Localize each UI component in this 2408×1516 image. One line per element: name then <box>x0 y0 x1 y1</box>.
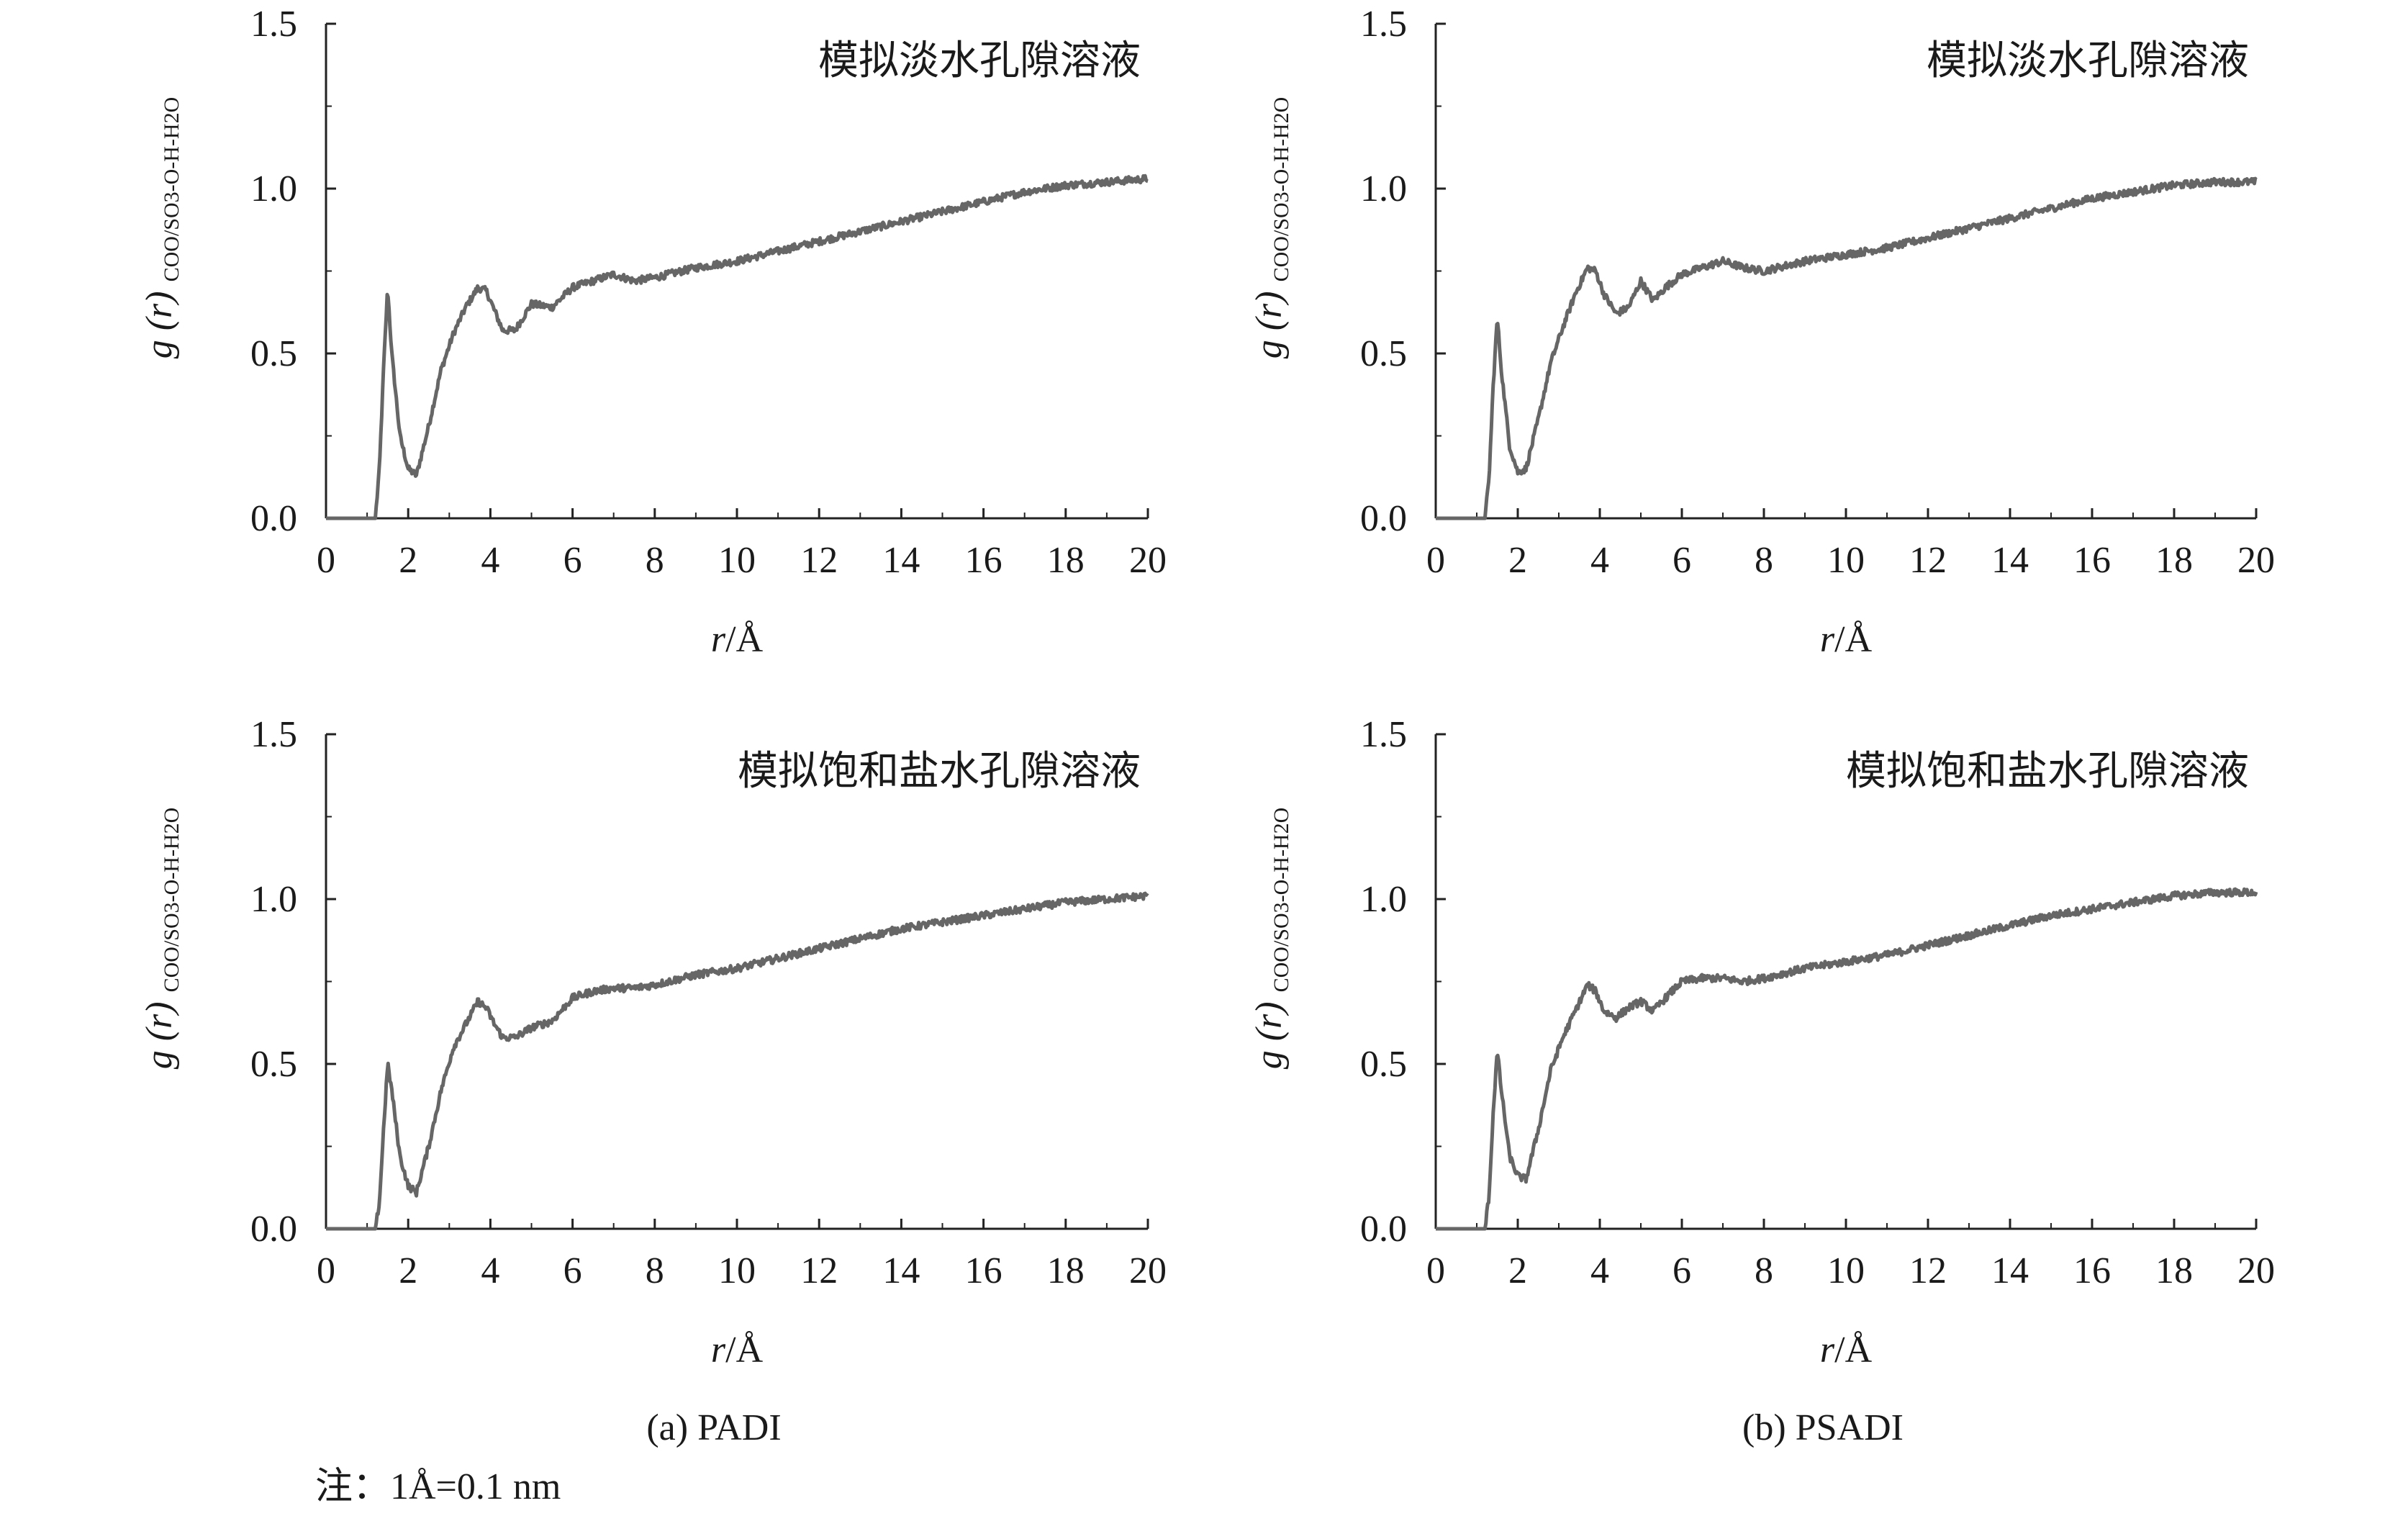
chart-panel-bottom-right: 0 2 4 6 8 10 12 14 16 18 20 0.0 0.5 1.0 1.5 r/Å g (r) CO… <box>1249 714 2275 1371</box>
rdf-series-line <box>1434 887 2258 1231</box>
x-tick-label: 8 <box>1755 1250 1773 1291</box>
y-tick-label: 1.5 <box>1360 714 1407 755</box>
x-tick-label: 10 <box>718 540 756 581</box>
x-tick-label: 16 <box>965 540 1002 581</box>
panel-annotation: 模拟淡水孔隙溶液 <box>1927 37 2249 84</box>
x-tick-label: 18 <box>1047 1250 1085 1291</box>
x-tick-label: 18 <box>2155 540 2193 581</box>
caption-a: (a) PADI <box>646 1407 781 1448</box>
x-tick-label: 8 <box>1755 540 1773 581</box>
x-axis-title: r/Å <box>711 619 764 660</box>
x-tick-label: 20 <box>1129 1250 1167 1291</box>
x-tick-label: 0 <box>1426 540 1445 581</box>
y-tick-label: 1.0 <box>250 879 297 920</box>
y-axis-title: g (r) COO/SO3-O-H-H2O <box>139 808 184 1070</box>
y-tick-label: 0.5 <box>1360 333 1407 374</box>
x-tick-label: 20 <box>2237 1250 2275 1291</box>
x-tick-label: 12 <box>1909 1250 1947 1291</box>
y-tick-label: 1.0 <box>1360 168 1407 209</box>
y-axis-title: g (r) COO/SO3-O-H-H2O <box>1249 808 1293 1070</box>
chart-panel-top-left: 0 2 4 6 8 10 12 14 16 18 20 0.0 0.5 1.0 1.5 r/Å g (r) CO… <box>139 4 1167 660</box>
x-tick-label: 18 <box>2155 1250 2193 1291</box>
y-axis-title: g (r) COO/SO3-O-H-H2O <box>1249 97 1293 359</box>
caption-b: (b) PSADI <box>1742 1407 1904 1448</box>
panel-annotation: 模拟淡水孔隙溶液 <box>818 37 1141 84</box>
x-tick-label: 0 <box>317 1250 335 1291</box>
x-tick-label: 6 <box>563 540 582 581</box>
x-tick-label: 2 <box>399 540 417 581</box>
x-tick-label: 4 <box>1590 1250 1609 1291</box>
y-tick-label: 0.5 <box>250 1044 297 1085</box>
x-tick-label: 10 <box>1827 540 1865 581</box>
x-tick-label: 12 <box>800 540 838 581</box>
x-tick-label: 18 <box>1047 540 1085 581</box>
x-tick-label: 2 <box>1508 540 1527 581</box>
rdf-series-line <box>325 173 1149 520</box>
x-axis-title: r/Å <box>1820 619 1873 660</box>
x-tick-label: 16 <box>965 1250 1002 1291</box>
chart-panel-top-right: 0 2 4 6 8 10 12 14 16 18 20 0.0 0.5 1.0 1.5 r/Å g (r) CO… <box>1249 4 2275 660</box>
x-tick-label: 20 <box>1129 540 1167 581</box>
x-tick-label: 16 <box>2073 540 2111 581</box>
x-tick-label: 20 <box>2237 540 2275 581</box>
x-tick-label: 12 <box>800 1250 838 1291</box>
x-tick-label: 4 <box>481 1250 499 1291</box>
figure-note: 注：1Å=0.1 nm <box>315 1466 561 1507</box>
x-tick-label: 12 <box>1909 540 1947 581</box>
y-tick-label: 0.0 <box>1360 498 1407 539</box>
y-axis-title: g (r) COO/SO3-O-H-H2O <box>139 97 184 359</box>
x-tick-label: 8 <box>646 1250 664 1291</box>
y-tick-label: 1.5 <box>1360 4 1407 45</box>
x-tick-label: 6 <box>1673 540 1691 581</box>
x-tick-label: 14 <box>882 1250 920 1291</box>
x-tick-label: 0 <box>1426 1250 1445 1291</box>
panels: 0 2 4 6 8 10 12 14 16 18 200.00.51.01.5r/Åg (r) CO… <box>139 4 2275 1371</box>
x-tick-label: 14 <box>1991 1250 2029 1291</box>
y-tick-label: 0.0 <box>1360 1209 1407 1250</box>
y-tick-label: 1.0 <box>250 168 297 209</box>
y-tick-label: 1.5 <box>250 714 297 755</box>
x-tick-label: 8 <box>646 540 664 581</box>
x-axis-title: r/Å <box>711 1330 764 1371</box>
x-tick-label: 16 <box>2073 1250 2111 1291</box>
x-tick-label: 4 <box>481 540 499 581</box>
x-tick-label: 0 <box>317 540 335 581</box>
panel-annotation: 模拟饱和盐水孔隙溶液 <box>1846 748 2249 795</box>
y-tick-label: 0.0 <box>250 498 297 539</box>
x-tick-label: 6 <box>563 1250 582 1291</box>
x-tick-label: 10 <box>1827 1250 1865 1291</box>
y-tick-label: 1.0 <box>1360 879 1407 920</box>
y-tick-label: 0.5 <box>1360 1044 1407 1085</box>
x-tick-label: 4 <box>1590 540 1609 581</box>
x-tick-label: 14 <box>1991 540 2029 581</box>
x-tick-label: 6 <box>1673 1250 1691 1291</box>
chart-panel-bottom-left: 0 2 4 6 8 10 12 14 16 18 20 0.0 0.5 1.0 1.5 r/Å g (r) CO… <box>139 714 1167 1371</box>
panel-annotation: 模拟饱和盐水孔隙溶液 <box>738 748 1141 795</box>
y-tick-label: 0.5 <box>250 333 297 374</box>
rdf-series-line <box>325 891 1149 1231</box>
x-axis-title: r/Å <box>1820 1330 1873 1371</box>
rdf-series-line <box>1434 176 2258 520</box>
x-tick-label: 10 <box>718 1250 756 1291</box>
y-tick-label: 1.5 <box>250 4 297 45</box>
x-tick-label: 2 <box>1508 1250 1527 1291</box>
x-tick-label: 14 <box>882 540 920 581</box>
x-tick-label: 2 <box>399 1250 417 1291</box>
y-tick-label: 0.0 <box>250 1209 297 1250</box>
